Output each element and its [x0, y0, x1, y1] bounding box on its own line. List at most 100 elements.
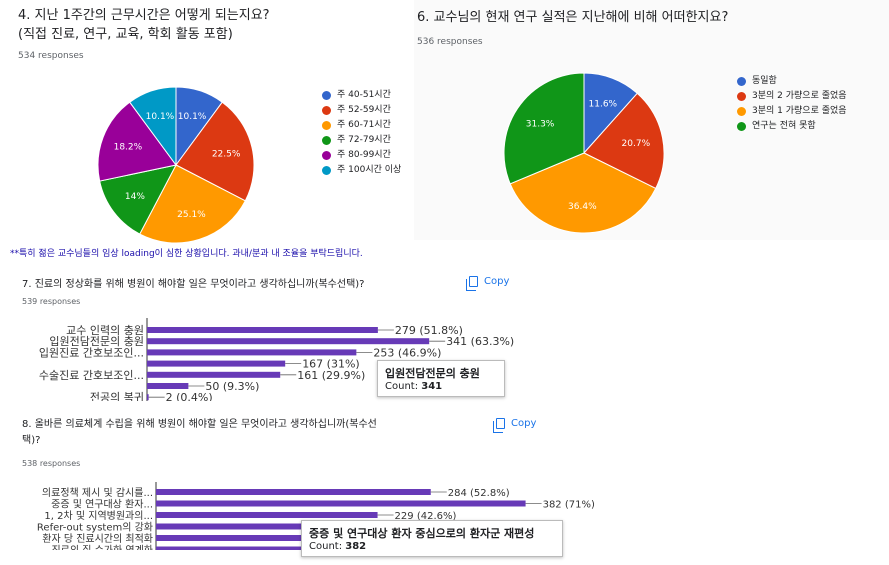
- q4-legend-label: 주 52-59시간: [337, 105, 391, 115]
- q4-slice-label: 18.2%: [114, 143, 143, 153]
- q8-bar: [156, 489, 431, 495]
- q6-legend-swatch: [737, 77, 746, 86]
- q8-title-line2: 택)?: [22, 435, 41, 446]
- q6-title: 6. 교수님의 현재 연구 실적은 지난해에 비해 어떠한지요?: [417, 10, 729, 25]
- q4-legend-label: 주 80-99시간: [337, 150, 391, 160]
- q6-legend-item: 동일함: [737, 74, 847, 89]
- q6-legend-swatch: [737, 107, 746, 116]
- q7-tooltip-label: 입원전담전문의 충원: [385, 367, 480, 380]
- q4-legend-swatch: [322, 106, 331, 115]
- q4-legend-label: 주 60-71시간: [337, 120, 391, 130]
- q8-category-label: 1, 2차 및 지역병원과의...: [44, 510, 153, 522]
- q4-title-line1: 4. 지난 1주간의 근무시간은 어떻게 되는지요?: [18, 8, 270, 23]
- q4-legend-item: 주 72-79시간: [322, 133, 401, 148]
- q4-slice: [99, 164, 177, 235]
- q4-title: 4. 지난 1주간의 근무시간은 어떻게 되는지요? (직접 진료, 연구, 교…: [18, 6, 270, 44]
- q4-card: 4. 지난 1주간의 근무시간은 어떻게 되는지요? (직접 진료, 연구, 교…: [0, 0, 412, 244]
- q4-legend-item: 주 80-99시간: [322, 148, 401, 163]
- q7-bar: [147, 394, 149, 401]
- q4-responses: 534 responses: [18, 51, 84, 61]
- q4-slice: [97, 101, 177, 182]
- q4-slice-label: 22.5%: [212, 149, 241, 159]
- q4-title-line2: (직접 진료, 연구, 교육, 학회 활동 포함): [18, 27, 233, 42]
- q6-legend-item: 3분의 1 가량으로 줄었음: [737, 104, 847, 119]
- q8-bar: [156, 523, 360, 530]
- q4-legend-swatch: [322, 121, 331, 130]
- q7-category-label: 교수 인력의 충원: [66, 324, 144, 337]
- q8-title: 8. 올바른 의료체계 수립을 위해 병원이 해야할 일은 무엇이라고 생각하십…: [22, 417, 377, 449]
- q7-bar: [147, 360, 286, 367]
- q8-copy-button[interactable]: Copy: [493, 418, 537, 433]
- q7-bar-chart: 279 (51.8%) 교수 인력의 충원 341 (63.3%) 입원전담전문의 충…: [39, 318, 514, 401]
- q4-legend-swatch: [322, 91, 331, 100]
- q7-bar: [147, 327, 378, 333]
- q8-bar: [156, 500, 526, 507]
- q4-slice-label: 14%: [125, 192, 145, 202]
- q4-legend-swatch: [322, 151, 331, 160]
- q8-tooltip-label: 중증 및 연구대상 환자 중심으로의 환자군 재편성: [309, 527, 535, 540]
- q8-bar-chart: 284 (52.8%) 의료정책 제시 및 감시를... 382 (71%) 중증 및…: [37, 482, 595, 550]
- q7-data-label: 341 (63.3%): [446, 335, 514, 348]
- q8-bar: [156, 512, 378, 518]
- q6-slice: [509, 152, 657, 234]
- q8-title-line1: 8. 올바른 의료체계 수립을 위해 병원이 해야할 일은 무엇이라고 생각하십…: [22, 419, 377, 430]
- q8-data-label: 229 (42.6%): [395, 511, 457, 522]
- q7-data-label: 161 (29.9%): [297, 369, 365, 382]
- q6-responses: 536 responses: [417, 37, 483, 47]
- q6-slice-label: 36.4%: [568, 202, 597, 212]
- q4-slice: [175, 101, 255, 202]
- q6-legend-label: 동일함: [752, 76, 777, 86]
- q4-legend-item: 주 52-59시간: [322, 103, 401, 118]
- q4-legend-label: 주 72-79시간: [337, 135, 391, 145]
- q6-slice-label: 31.3%: [526, 120, 555, 130]
- q8-bar: [156, 535, 326, 541]
- q4-legend-item: 주 100시간 이상: [322, 163, 401, 178]
- q7-data-label: 167 (31%): [302, 358, 360, 371]
- q6-legend-item: 3분의 2 가량으로 줄었음: [737, 89, 847, 104]
- q8-bar: [156, 546, 311, 550]
- q6-legend-label: 3분의 1 가량으로 줄었음: [752, 106, 847, 116]
- q4-slice: [129, 86, 177, 167]
- q7-data-label: 50 (9.3%): [205, 380, 259, 393]
- q6-legend-label: 3분의 2 가량으로 줄었음: [752, 91, 847, 101]
- q7-title: 7. 진료의 정상화를 위해 병원이 해야할 일은 무엇이라고 생각하십니까(복…: [22, 279, 365, 290]
- q6-legend-item: 연구는 전혀 못함: [737, 119, 847, 134]
- q7-category-label: 입원전담전문의 충원: [49, 335, 144, 348]
- q7-category-label: 수술진료 간호보조인...: [39, 369, 144, 382]
- q7-tooltip: 입원전담전문의 충원 Count: 341: [377, 360, 505, 397]
- q7-bar: [147, 349, 357, 356]
- q6-card: 6. 교수님의 현재 연구 실적은 지난해에 비해 어떠한지요? 536 res…: [414, 0, 889, 240]
- q4-legend-label: 주 100시간 이상: [337, 165, 402, 175]
- q6-slice-label: 20.7%: [622, 139, 651, 149]
- q7-bar: [147, 371, 281, 378]
- q8-tooltip-count-label: Count:: [309, 541, 346, 552]
- q8-tooltip-count-value: 382: [345, 541, 367, 552]
- q8-copy-label: Copy: [511, 418, 537, 429]
- q8-chart-clip: 284 (52.8%) 의료정책 제시 및 감시를... 382 (71%) 중증 및…: [0, 482, 889, 550]
- q4-pie-chart: 10.1% 22.5% 25.1% 14% 18.2% 10.1%: [97, 86, 255, 244]
- q7-copy-label: Copy: [484, 276, 510, 287]
- q4-legend-swatch: [322, 136, 331, 145]
- q6-legend-swatch: [737, 92, 746, 101]
- q8-data-label: 382 (71%): [543, 500, 595, 511]
- q8-category-label: 환자 당 진료시간의 최적화: [42, 533, 153, 545]
- q7-chart-clip: 279 (51.8%) 교수 인력의 충원 341 (63.3%) 입원전담전문의 충…: [0, 318, 889, 401]
- q7-bar: [147, 338, 430, 345]
- q7-copy-button[interactable]: Copy: [466, 276, 510, 291]
- q6-pie-chart: 11.6% 20.7% 36.4% 31.3%: [503, 72, 665, 234]
- q7-tooltip-count: Count: 341: [385, 381, 497, 392]
- q7-data-label: 2 (0.4%): [166, 391, 213, 401]
- q4-slice-label: 10.1%: [178, 112, 207, 122]
- q4-legend-item: 주 40-51시간: [322, 88, 401, 103]
- q6-slice: [583, 92, 665, 190]
- q7-category-label: 전공의 복귀: [90, 391, 144, 401]
- q7-category-label: 입원진료 간호보조인...: [39, 346, 144, 359]
- q7-data-label: 279 (51.8%): [395, 324, 463, 337]
- q6-slice-label: 11.6%: [589, 100, 618, 110]
- q7-responses: 539 responses: [22, 297, 81, 306]
- q8-tooltip-count: Count: 382: [309, 541, 555, 552]
- notice-text: **특히 젊은 교수님들의 임상 loading이 심한 상황입니다. 과내/분…: [10, 249, 363, 259]
- q8-tooltip: 중증 및 연구대상 환자 중심으로의 환자군 재편성 Count: 382: [301, 520, 563, 557]
